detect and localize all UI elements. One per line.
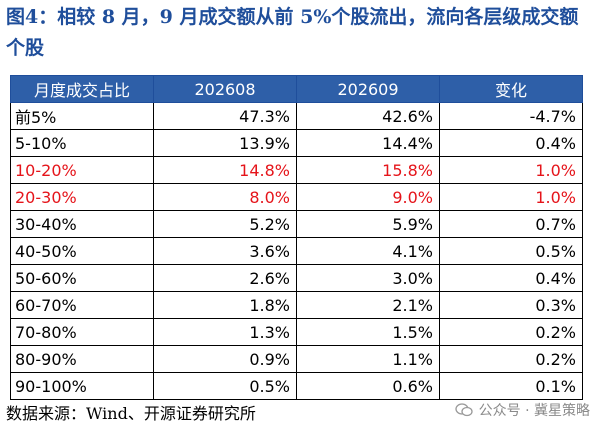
table-body: 前5% 47.3% 42.6% -4.7% 5-10% 13.9% 14.4% 0.4% 10-… [10, 102, 583, 400]
cell-change: 1.0% [439, 156, 583, 184]
cell-202609: 2.1% [296, 291, 440, 319]
row-label: 50-60% [10, 264, 154, 292]
wechat-icon [454, 403, 473, 417]
cell-202608: 14.8% [153, 156, 297, 184]
row-label: 20-30% [10, 183, 154, 211]
table-row: 40-50% 3.6% 4.1% 0.5% [10, 237, 583, 265]
cell-202608: 1.8% [153, 291, 297, 319]
table-row: 30-40% 5.2% 5.9% 0.7% [10, 210, 583, 238]
table-row: 5-10% 13.9% 14.4% 0.4% [10, 129, 583, 157]
cell-change: 0.4% [439, 129, 583, 157]
cell-202609: 0.6% [296, 372, 440, 400]
cell-202608: 0.5% [153, 372, 297, 400]
row-label: 40-50% [10, 237, 154, 265]
cell-202609: 5.9% [296, 210, 440, 238]
cell-change: -4.7% [439, 102, 583, 130]
source-note: 数据来源：Wind、开源证券研究所 [6, 404, 256, 423]
cell-202609: 42.6% [296, 102, 440, 130]
cell-202609: 14.4% [296, 129, 440, 157]
watermark-text: 公众号 · 冀星策略 [478, 403, 590, 419]
table-row: 90-100% 0.5% 0.6% 0.1% [10, 372, 583, 400]
table-row: 80-90% 0.9% 1.1% 0.2% [10, 345, 583, 373]
row-label: 10-20% [10, 156, 154, 184]
table-row: 70-80% 1.3% 1.5% 0.2% [10, 318, 583, 346]
cell-change: 0.2% [439, 345, 583, 373]
cell-202609: 4.1% [296, 237, 440, 265]
table-header: 月度成交占比 202608 202609 变化 [10, 75, 583, 103]
cell-change: 1.0% [439, 183, 583, 211]
cell-202608: 1.3% [153, 318, 297, 346]
data-table-wrap: 月度成交占比 202608 202609 变化 前5% 47.3% 42.6% -4.… [10, 75, 583, 400]
row-label: 前5% [10, 102, 154, 130]
table-row: 10-20% 14.8% 15.8% 1.0% [10, 156, 583, 184]
cell-change: 0.1% [439, 372, 583, 400]
cell-202608: 5.2% [153, 210, 297, 238]
row-label: 80-90% [10, 345, 154, 373]
table-row: 60-70% 1.8% 2.1% 0.3% [10, 291, 583, 319]
cell-202609: 3.0% [296, 264, 440, 292]
table-row: 前5% 47.3% 42.6% -4.7% [10, 102, 583, 130]
cell-202608: 13.9% [153, 129, 297, 157]
cell-202609: 1.5% [296, 318, 440, 346]
cell-change: 0.3% [439, 291, 583, 319]
cell-202609: 9.0% [296, 183, 440, 211]
cell-202608: 8.0% [153, 183, 297, 211]
header-change: 变化 [439, 75, 583, 103]
row-label: 5-10% [10, 129, 154, 157]
row-label: 70-80% [10, 318, 154, 346]
cell-change: 0.4% [439, 264, 583, 292]
table-row: 50-60% 2.6% 3.0% 0.4% [10, 264, 583, 292]
cell-202608: 0.9% [153, 345, 297, 373]
figure-title: 图4：相较 8 月，9 月成交额从前 5%个股流出，流向各层级成交额个股 [6, 6, 579, 59]
cell-202608: 3.6% [153, 237, 297, 265]
row-label: 60-70% [10, 291, 154, 319]
data-table: 月度成交占比 202608 202609 变化 前5% 47.3% 42.6% -4.… [10, 75, 583, 400]
cell-202608: 2.6% [153, 264, 297, 292]
cell-change: 0.2% [439, 318, 583, 346]
cell-202609: 1.1% [296, 345, 440, 373]
row-label: 90-100% [10, 372, 154, 400]
header-202608: 202608 [153, 75, 297, 103]
table-row: 20-30% 8.0% 9.0% 1.0% [10, 183, 583, 211]
watermark: 公众号 · 冀星策略 [454, 400, 590, 420]
header-202609: 202609 [296, 75, 440, 103]
cell-change: 0.7% [439, 210, 583, 238]
row-label: 30-40% [10, 210, 154, 238]
cell-202608: 47.3% [153, 102, 297, 130]
cell-change: 0.5% [439, 237, 583, 265]
cell-202609: 15.8% [296, 156, 440, 184]
header-label: 月度成交占比 [10, 75, 154, 103]
